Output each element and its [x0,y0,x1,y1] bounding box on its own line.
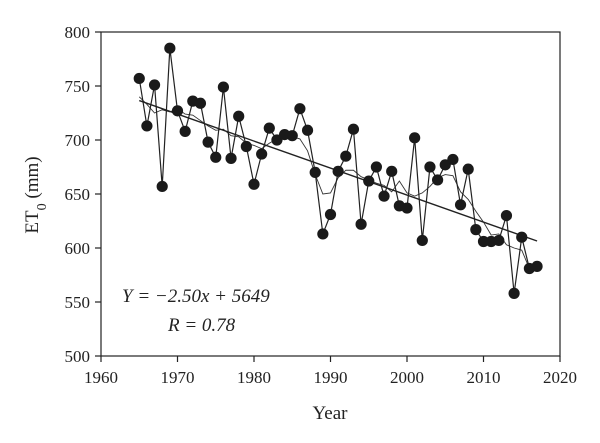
y-tick-label: 550 [65,293,91,312]
data-point [370,161,382,173]
moving-average-line [138,96,530,269]
data-point [508,287,520,299]
data-point [171,105,184,117]
data-point [286,130,298,142]
data-point [263,122,275,134]
data-point [179,125,191,137]
x-tick-label: 1960 [84,368,118,387]
data-point [477,235,490,248]
data-point [256,148,268,160]
data-point [470,224,482,236]
x-tick-label: 1980 [237,368,271,387]
data-point [454,199,467,211]
data-point [233,110,245,122]
data-point [133,72,145,85]
data-point [225,152,237,164]
data-point [309,166,321,178]
data-point [493,234,505,247]
y-axis-title-unit: (mm) [22,156,43,203]
x-tick-label: 2010 [467,368,501,387]
data-point [194,97,207,109]
data-point [531,260,543,272]
data-point [202,136,214,148]
x-tick-label: 2000 [390,368,424,387]
data-point [462,163,474,175]
data-point [332,165,344,177]
data-point [355,218,367,230]
y-tick-label: 500 [65,347,91,366]
data-point [378,190,390,202]
y-tick-label: 700 [65,131,91,150]
x-axis-title: Year [312,403,348,424]
plot-border [100,31,561,357]
data-point [324,208,337,221]
y-axis-title-main: ET [22,210,43,234]
x-tick-label: 1970 [161,368,195,387]
data-point [141,120,153,132]
data-point [301,124,314,136]
data-point [401,202,413,214]
x-tick-label: 2020 [543,368,577,387]
y-axis-ticks: 500 550 600 650 700 750 800 [65,23,101,366]
x-axis-ticks: 1960 1970 1980 1990 2000 2010 2020 [84,356,577,387]
y-tick-label: 600 [65,239,91,258]
data-point [363,175,375,187]
correlation-coefficient: R = 0.78 [167,315,236,336]
y-tick-label: 800 [65,23,91,42]
moving-average-line-group [138,96,530,269]
y-tick-label: 650 [65,185,91,204]
data-point [248,178,260,190]
data-points [133,42,543,299]
data-point [416,234,428,247]
data-point [164,42,176,54]
regression-equation: Y = −2.50x + 5649 [122,286,270,307]
data-point [340,150,352,162]
data-point [347,123,360,135]
data-point [500,210,513,222]
y-axis-title: ET0 (mm) [22,156,50,233]
data-point [516,231,528,243]
data-point [210,151,222,163]
data-point [424,161,436,173]
data-point [148,79,161,91]
plot-frame [100,31,561,357]
data-point [294,103,306,115]
data-point [432,174,444,186]
data-point [156,180,168,193]
data-point [409,132,421,144]
data-point [386,165,398,177]
data-point [447,153,459,166]
data-point [217,81,229,93]
x-tick-label: 1990 [314,368,348,387]
y-axis-title-subscript: 0 [35,203,50,210]
data-point [240,140,252,153]
data-point [317,228,329,240]
y-tick-label: 750 [65,77,91,96]
